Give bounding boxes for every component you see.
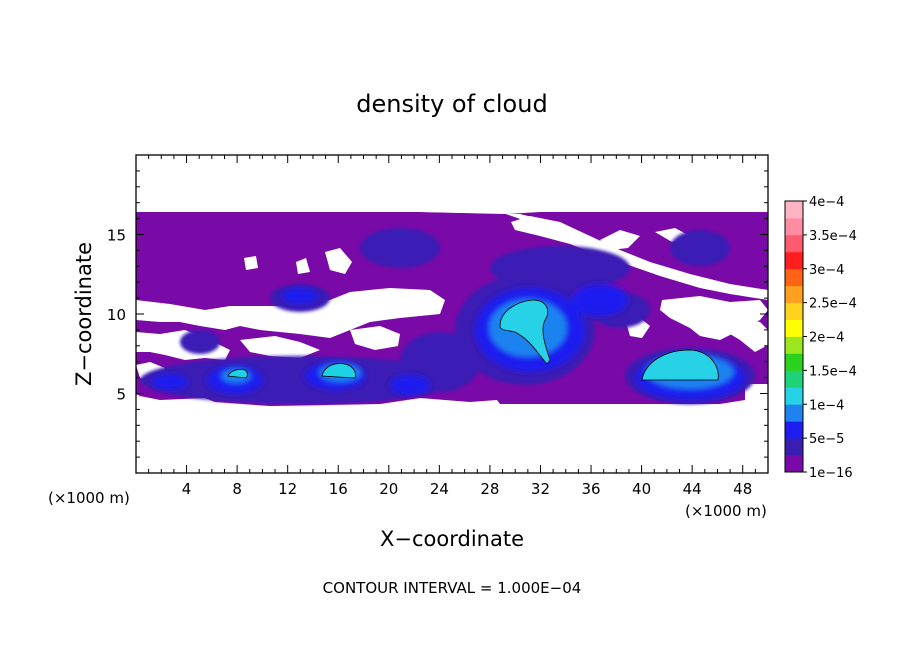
colorbar-swatch <box>785 336 803 354</box>
colorbar-label: 1.5e−4 <box>809 364 857 379</box>
core-x30 <box>499 299 551 365</box>
x-tick-label: 12 <box>278 480 297 498</box>
colorbar-label: 3e−4 <box>809 263 844 278</box>
colorbar-swatch <box>785 421 803 439</box>
x-tick-label: 32 <box>531 480 550 498</box>
x-tick-label: 44 <box>683 480 702 498</box>
density-field <box>136 212 768 406</box>
y-tick-label: 10 <box>107 306 126 324</box>
colorbar-swatch <box>785 438 803 456</box>
y-tick-label: 5 <box>116 386 126 404</box>
x-tick-label: 28 <box>480 480 499 498</box>
level-1.5e-4-cores <box>227 299 719 381</box>
x-tick-label: 40 <box>632 480 651 498</box>
colorbar-swatch <box>785 201 803 219</box>
colorbar-swatch <box>785 387 803 405</box>
colorbar-label: 1e−4 <box>809 398 844 413</box>
core-x8 <box>227 368 248 379</box>
y-tick-label: 15 <box>107 227 126 245</box>
colorbar-label: 2e−4 <box>809 331 844 346</box>
x-tick-label: 48 <box>733 480 752 498</box>
x-tick-label: 20 <box>379 480 398 498</box>
colorbar-swatch <box>785 370 803 388</box>
colorbar-swatch <box>785 217 803 236</box>
colorbar-swatch <box>785 319 803 337</box>
colorbar: 1e−16 5e−5 1e−4 1.5e−4 2e−4 2.5e−4 3e−4 3.5e−4 4… <box>784 195 857 481</box>
y-axis: 5 10 15 <box>107 170 768 458</box>
colorbar-label: 1e−16 <box>809 466 853 481</box>
colorbar-swatch <box>785 353 803 371</box>
x-axis: 4 8 12 16 20 24 28 32 36 40 44 48 <box>148 155 756 498</box>
x-unit-right: (×1000 m) <box>685 502 767 520</box>
colorbar-label: 2.5e−4 <box>809 297 857 312</box>
x-tick-label: 36 <box>581 480 600 498</box>
colorbar-label: 4e−4 <box>809 195 844 210</box>
contour-interval-note: CONTOUR INTERVAL = 1.000E−04 <box>323 579 582 597</box>
x-axis-label: X−coordinate <box>380 527 524 551</box>
colorbar-swatch <box>785 455 803 473</box>
colorbar-swatch <box>785 285 803 304</box>
x-tick-label: 8 <box>232 480 242 498</box>
y-axis-label: Z−coordinate <box>72 242 96 386</box>
colorbar-swatch <box>785 251 803 270</box>
colorbar-swatch <box>785 234 803 253</box>
core-x43 <box>641 349 719 381</box>
core-x16 <box>321 363 356 379</box>
colorbar-label: 5e−5 <box>809 432 844 447</box>
x-tick-label: 24 <box>430 480 449 498</box>
chart-title: density of cloud <box>356 90 547 118</box>
x-tick-label: 16 <box>329 480 348 498</box>
colorbar-label: 3.5e−4 <box>809 229 857 244</box>
x-unit-left: (×1000 m) <box>48 489 130 507</box>
colorbar-swatch <box>785 268 803 287</box>
x-tick-label: 4 <box>182 480 192 498</box>
colorbar-swatch <box>785 404 803 422</box>
colorbar-swatch <box>785 302 803 320</box>
